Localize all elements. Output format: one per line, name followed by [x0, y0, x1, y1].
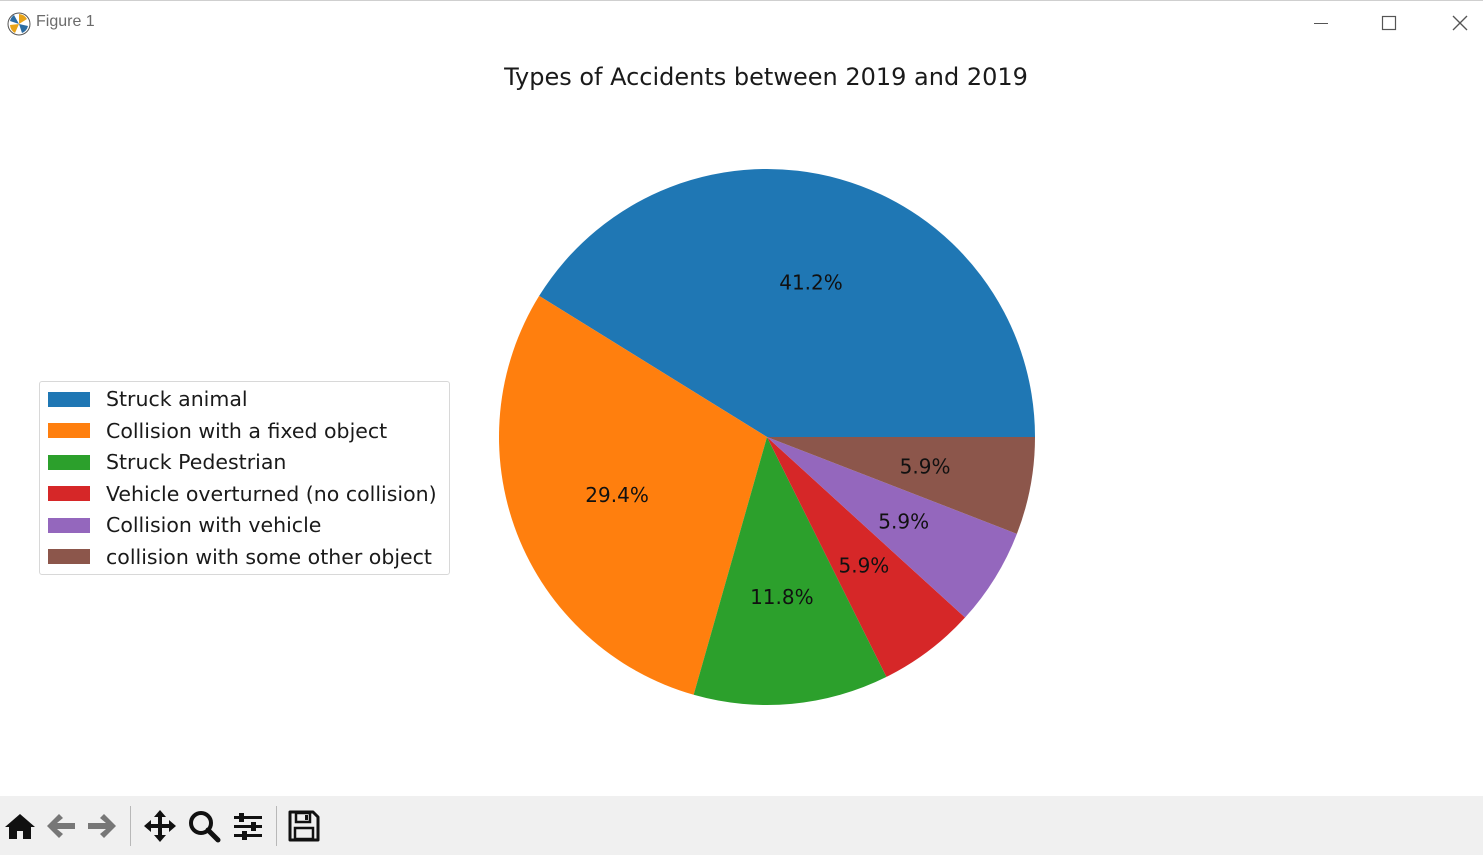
legend-swatch [48, 517, 90, 533]
slice-percent-label: 11.8% [750, 585, 814, 609]
legend-label: Vehicle overturned (no collision) [106, 481, 437, 506]
legend-swatch [48, 391, 90, 407]
pie-slice [767, 437, 1035, 534]
window-titlebar: Figure 1 [0, 0, 1483, 45]
minimize-icon [1314, 23, 1328, 24]
slice-percent-label: 5.9% [838, 553, 889, 577]
pie-slice [767, 437, 1017, 618]
pie-slice [539, 169, 1035, 437]
pie-slice [498, 295, 767, 695]
legend-swatch [48, 486, 90, 501]
legend-swatch [48, 423, 90, 438]
figure-canvas: Types of Accidents between 2019 and 2019… [0, 45, 1483, 796]
pie-slice [767, 437, 966, 677]
legend: Struck animal Collision with a fixed obje… [39, 381, 450, 575]
move-icon [144, 810, 176, 842]
save-button[interactable] [286, 808, 322, 844]
toolbar-separator [276, 806, 277, 846]
matplotlib-icon [7, 12, 31, 36]
arrow-right-icon [88, 814, 116, 838]
toolbar-separator [130, 806, 131, 846]
arrow-left-icon [47, 814, 75, 838]
legend-item: Struck Pedestrian [48, 447, 286, 477]
minimize-button[interactable] [1286, 1, 1356, 46]
legend-swatch [48, 549, 90, 564]
slice-percent-label: 29.4% [585, 483, 649, 507]
legend-item: collision with some other object [48, 542, 432, 572]
slice-percent-label: 5.9% [900, 455, 951, 479]
zoom-button[interactable] [186, 808, 222, 844]
legend-label: Struck Pedestrian [106, 450, 287, 474]
legend-item: Vehicle overturned (no collision) [48, 479, 437, 509]
legend-item: Struck animal [48, 384, 248, 414]
slice-percent-label: 5.9% [878, 510, 929, 534]
maximize-icon [1381, 15, 1397, 31]
legend-label: Collision with a fixed object [106, 418, 388, 443]
slice-percent-label: 41.2% [779, 270, 843, 294]
configure-subplots-button[interactable] [230, 808, 266, 844]
close-icon [1452, 15, 1468, 31]
pan-button[interactable] [142, 808, 178, 844]
legend-label: Struck animal [106, 387, 248, 411]
chart-title: Types of Accidents between 2019 and 2019 [504, 63, 1028, 91]
navigation-toolbar [0, 796, 1483, 855]
window-title: Figure 1 [36, 13, 95, 30]
zoom-icon [189, 811, 221, 843]
legend-swatch [48, 454, 90, 470]
legend-label: collision with some other object [106, 544, 432, 569]
back-button[interactable] [43, 808, 79, 844]
legend-item: Collision with vehicle [48, 510, 321, 540]
save-icon [288, 810, 320, 842]
sliders-icon [234, 813, 262, 840]
home-button[interactable] [2, 808, 38, 844]
home-icon [5, 814, 35, 839]
pie-slice [693, 437, 887, 705]
legend-item: Collision with a fixed object [48, 416, 387, 446]
forward-button[interactable] [84, 808, 120, 844]
close-button[interactable] [1424, 1, 1483, 46]
legend-label: Collision with vehicle [106, 513, 322, 537]
maximize-button[interactable] [1354, 1, 1424, 46]
pie-chart: 41.2% 29.4% 11.8% 5.9% 5.9% 5.9% [498, 169, 1035, 705]
